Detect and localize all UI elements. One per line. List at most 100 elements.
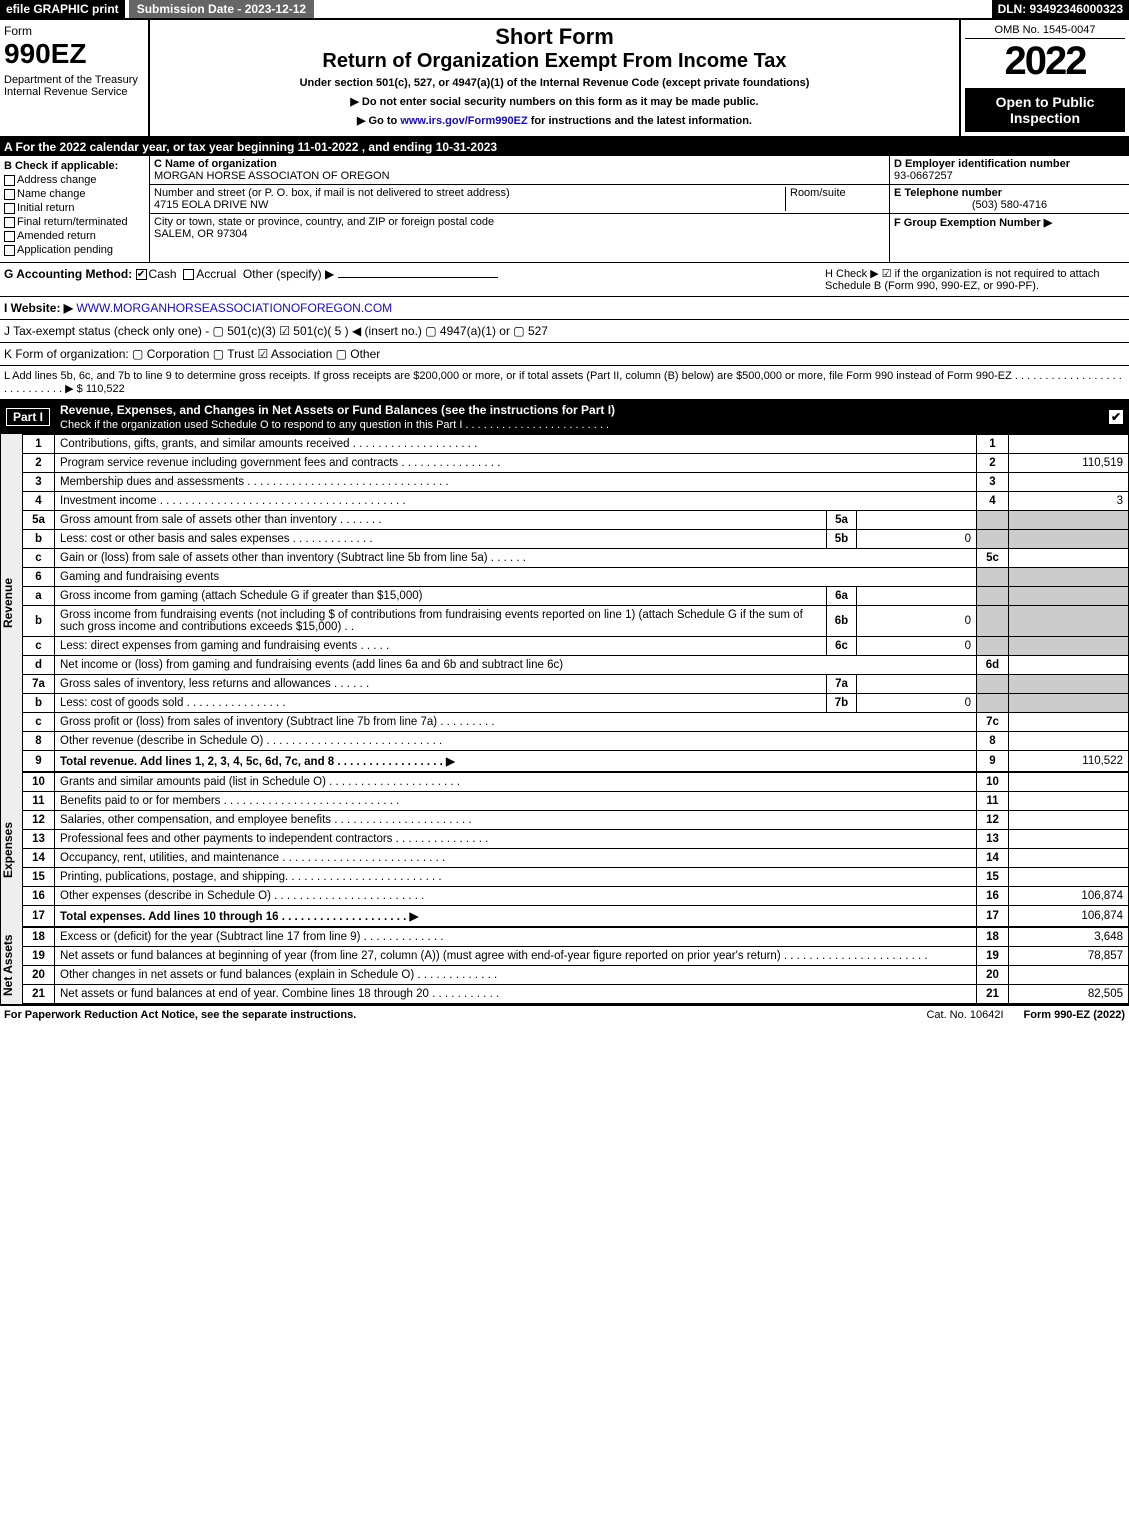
cash-label: Cash <box>149 267 177 281</box>
expenses-section: Expenses 10Grants and similar amounts pa… <box>0 772 1129 927</box>
part1-title: Revenue, Expenses, and Changes in Net As… <box>60 403 615 417</box>
expenses-side-label: Expenses <box>0 772 22 927</box>
line-7a: 7aGross sales of inventory, less returns… <box>23 675 1129 694</box>
under-text: Under section 501(c), 527, or 4947(a)(1)… <box>154 77 955 89</box>
irs-link[interactable]: www.irs.gov/Form990EZ <box>400 115 527 127</box>
col-b-title: B Check if applicable: <box>4 160 145 172</box>
line-17: 17Total expenses. Add lines 10 through 1… <box>23 906 1129 927</box>
short-form-title: Short Form <box>154 24 955 50</box>
row-l: L Add lines 5b, 6c, and 7b to line 9 to … <box>0 366 1129 400</box>
line-8: 8Other revenue (describe in Schedule O) … <box>23 732 1129 751</box>
line-21: 21Net assets or fund balances at end of … <box>23 985 1129 1004</box>
line-15: 15Printing, publications, postage, and s… <box>23 868 1129 887</box>
form-header: Form 990EZ Department of the Treasury In… <box>0 20 1129 138</box>
line-11: 11Benefits paid to or for members . . . … <box>23 792 1129 811</box>
room-label: Room/suite <box>785 187 885 211</box>
part1-header: Part I Revenue, Expenses, and Changes in… <box>0 400 1129 434</box>
netassets-side-label: Net Assets <box>0 927 22 1004</box>
dln: DLN: 93492346000323 <box>992 0 1129 18</box>
city-label: City or town, state or province, country… <box>154 216 885 228</box>
accrual-label: Accrual <box>196 267 236 281</box>
form-left: Form 990EZ Department of the Treasury In… <box>0 20 150 136</box>
line-4: 4Investment income . . . . . . . . . . .… <box>23 492 1129 511</box>
revenue-side-label: Revenue <box>0 434 22 772</box>
col-de: D Employer identification number 93-0667… <box>889 156 1129 262</box>
open-to-public: Open to Public Inspection <box>965 88 1125 132</box>
chk-amended: Amended return <box>4 230 145 242</box>
line-13: 13Professional fees and other payments t… <box>23 830 1129 849</box>
submission-date: Submission Date - 2023-12-12 <box>129 0 314 18</box>
line-2: 2Program service revenue including gover… <box>23 454 1129 473</box>
line-5b: bLess: cost or other basis and sales exp… <box>23 530 1129 549</box>
chk-final: Final return/terminated <box>4 216 145 228</box>
revenue-section: Revenue 1Contributions, gifts, grants, a… <box>0 434 1129 772</box>
tel: (503) 580-4716 <box>894 199 1125 211</box>
line-7c: cGross profit or (loss) from sales of in… <box>23 713 1129 732</box>
l-amount: 110,522 <box>86 383 125 395</box>
line-7b: bLess: cost of goods sold . . . . . . . … <box>23 694 1129 713</box>
other-label: Other (specify) ▶ <box>243 267 334 281</box>
dept-label: Department of the Treasury Internal Reve… <box>4 74 144 98</box>
org-name: MORGAN HORSE ASSOCIATON OF OREGON <box>154 170 885 182</box>
line-6c: cLess: direct expenses from gaming and f… <box>23 637 1129 656</box>
form-label: Form <box>4 24 144 38</box>
goto-post: for instructions and the latest informat… <box>528 115 752 127</box>
col-c: C Name of organization MORGAN HORSE ASSO… <box>150 156 889 262</box>
line-6d: dNet income or (loss) from gaming and fu… <box>23 656 1129 675</box>
line-12: 12Salaries, other compensation, and empl… <box>23 811 1129 830</box>
part1-check-text: Check if the organization used Schedule … <box>60 419 609 431</box>
row-gh: G Accounting Method: Cash Accrual Other … <box>0 263 1129 297</box>
line-6a: aGross income from gaming (attach Schedu… <box>23 587 1129 606</box>
form-number: 990EZ <box>4 38 144 70</box>
line-18: 18Excess or (deficit) for the year (Subt… <box>23 928 1129 947</box>
group-label: F Group Exemption Number ▶ <box>894 217 1052 229</box>
i-label: I Website: ▶ <box>4 301 73 315</box>
line-5a: 5aGross amount from sale of assets other… <box>23 511 1129 530</box>
footer-form: Form 990-EZ (2022) <box>1024 1009 1125 1021</box>
omb-number: OMB No. 1545-0047 <box>965 24 1125 39</box>
form-center: Short Form Return of Organization Exempt… <box>150 20 959 136</box>
footer-lhs: For Paperwork Reduction Act Notice, see … <box>4 1009 906 1021</box>
line-19: 19Net assets or fund balances at beginni… <box>23 947 1129 966</box>
header-grid: B Check if applicable: Address change Na… <box>0 156 1129 263</box>
chk-name: Name change <box>4 188 145 200</box>
form-title: Return of Organization Exempt From Incom… <box>154 50 955 73</box>
form-right: OMB No. 1545-0047 2022 Open to Public In… <box>959 20 1129 136</box>
city: SALEM, OR 97304 <box>154 228 885 240</box>
chk-address: Address change <box>4 174 145 186</box>
line-16: 16Other expenses (describe in Schedule O… <box>23 887 1129 906</box>
chk-pending: Application pending <box>4 244 145 256</box>
part1-checkbox: ✔ <box>1109 410 1123 424</box>
row-j: J Tax-exempt status (check only one) - ▢… <box>0 320 1129 343</box>
expenses-table: 10Grants and similar amounts paid (list … <box>22 772 1129 927</box>
tel-label: E Telephone number <box>894 187 1002 199</box>
addr-label: Number and street (or P. O. box, if mail… <box>154 187 785 199</box>
line-3: 3Membership dues and assessments . . . .… <box>23 473 1129 492</box>
ein: 93-0667257 <box>894 170 953 182</box>
addr: 4715 EOLA DRIVE NW <box>154 199 785 211</box>
chk-cash <box>136 269 147 280</box>
col-b: B Check if applicable: Address change Na… <box>0 156 150 262</box>
efile-label: efile GRAPHIC print <box>0 0 125 18</box>
line-14: 14Occupancy, rent, utilities, and mainte… <box>23 849 1129 868</box>
page-footer: For Paperwork Reduction Act Notice, see … <box>0 1004 1129 1024</box>
netassets-table: 18Excess or (deficit) for the year (Subt… <box>22 927 1129 1004</box>
l-text: L Add lines 5b, 6c, and 7b to line 9 to … <box>4 370 1122 395</box>
line-5c: cGain or (loss) from sale of assets othe… <box>23 549 1129 568</box>
line-9: 9Total revenue. Add lines 1, 2, 3, 4, 5c… <box>23 751 1129 772</box>
ssn-note: ▶ Do not enter social security numbers o… <box>154 95 955 108</box>
g-label: G Accounting Method: <box>4 267 132 281</box>
goto-pre: ▶ Go to <box>357 115 400 127</box>
part1-label: Part I <box>6 408 50 426</box>
chk-accrual <box>183 269 194 280</box>
top-bar: efile GRAPHIC print Submission Date - 20… <box>0 0 1129 20</box>
tax-year: 2022 <box>965 39 1125 84</box>
chk-initial: Initial return <box>4 202 145 214</box>
line-10: 10Grants and similar amounts paid (list … <box>23 773 1129 792</box>
revenue-table: 1Contributions, gifts, grants, and simil… <box>22 434 1129 772</box>
line-20: 20Other changes in net assets or fund ba… <box>23 966 1129 985</box>
row-k: K Form of organization: ▢ Corporation ▢ … <box>0 343 1129 366</box>
goto-note: ▶ Go to www.irs.gov/Form990EZ for instru… <box>154 114 955 127</box>
website-link[interactable]: WWW.MORGANHORSEASSOCIATIONOFOREGON.COM <box>76 301 392 315</box>
ein-label: D Employer identification number <box>894 158 1070 170</box>
